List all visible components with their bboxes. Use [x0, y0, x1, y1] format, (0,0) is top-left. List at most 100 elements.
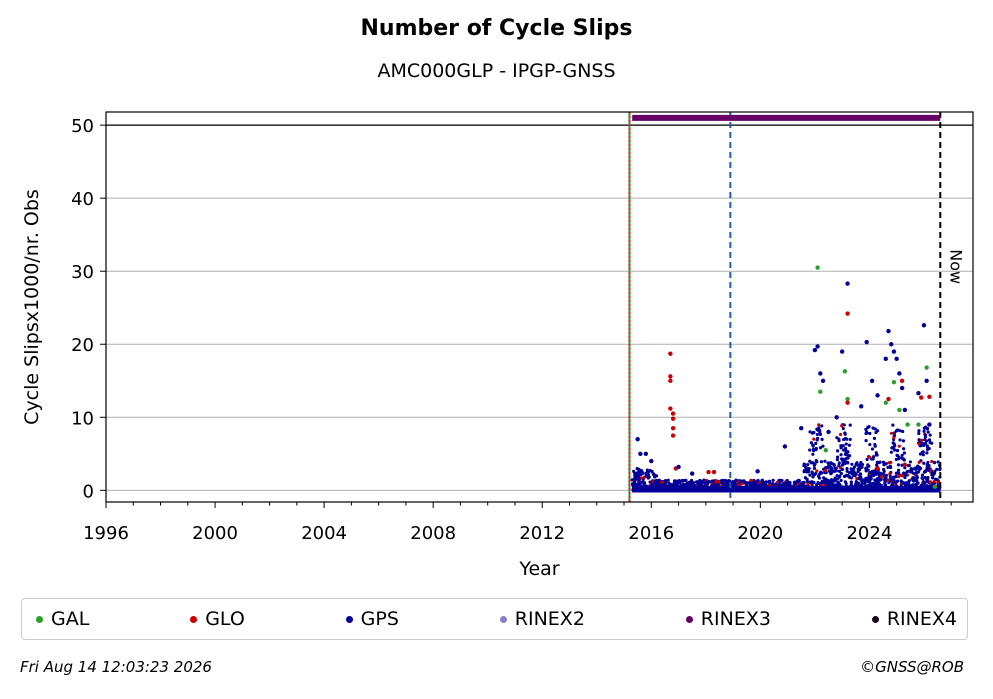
gps-daily-point: [834, 469, 838, 473]
x-axis-label: Year: [518, 558, 559, 580]
gps-point: [927, 422, 932, 427]
gps-daily-point: [839, 471, 843, 476]
gps-daily-point: [891, 478, 896, 482]
gal-point: [932, 484, 938, 489]
gps-point: [875, 393, 880, 398]
gps-daily-point: [707, 480, 712, 484]
gps-daily-point: [936, 460, 940, 464]
gps-daily-point: [656, 481, 661, 485]
gps-daily-point: [927, 438, 932, 442]
gps-daily-point: [806, 482, 810, 486]
gps-point: [820, 378, 826, 383]
gps-daily-point: [752, 478, 756, 483]
gps-daily-point: [923, 433, 928, 437]
gps-daily-point: [864, 427, 868, 432]
gps-daily-point: [814, 441, 818, 446]
gps-daily-point: [870, 472, 874, 476]
gps-daily-point: [809, 461, 813, 465]
gps-daily-point: [930, 459, 934, 464]
glo-point: [845, 400, 850, 405]
glo-point: [845, 311, 850, 316]
gps-point: [826, 429, 831, 435]
gps-daily-point: [864, 439, 868, 443]
gps-daily-point: [882, 467, 886, 472]
gps-daily-point: [924, 468, 928, 472]
gps-daily-point: [924, 439, 929, 443]
gps-daily-point: [820, 437, 824, 441]
gps-daily-point: [763, 480, 767, 485]
gps-daily-point: [871, 426, 875, 430]
gps-daily-point: [886, 465, 890, 469]
gps-daily-point: [849, 470, 853, 474]
gps-daily-point: [812, 437, 816, 441]
gps-daily-point: [920, 473, 925, 477]
gps-daily-point: [825, 466, 829, 470]
gps-daily-point: [921, 477, 925, 481]
gps-daily-point: [851, 467, 855, 472]
y-tick-label: 0: [83, 481, 94, 502]
gps-daily-point: [925, 427, 929, 431]
gps-daily-point: [835, 449, 840, 453]
gps-daily-point: [843, 446, 848, 451]
gps-daily-point: [904, 473, 908, 477]
gps-daily-point: [901, 439, 906, 443]
gps-daily-point: [835, 458, 839, 462]
gps-daily-point: [843, 480, 848, 484]
gps-daily-point: [847, 443, 852, 447]
gps-daily-point: [817, 476, 822, 480]
gps-daily-point: [846, 461, 850, 465]
gps-daily-point: [838, 432, 843, 437]
gps-daily-point: [821, 444, 825, 448]
gps-daily-point: [839, 453, 843, 457]
gps-daily-point: [841, 444, 845, 448]
gps-daily-point: [733, 482, 738, 486]
gps-daily-point: [843, 459, 847, 463]
gps-daily-point: [917, 431, 921, 436]
gps-point: [689, 471, 695, 476]
gps-daily-point: [900, 453, 904, 457]
gps-daily-point: [817, 472, 822, 476]
gps-daily-point: [837, 437, 841, 441]
legend-item-rinex2: RINEX2: [499, 608, 585, 630]
legend-marker: [190, 615, 198, 623]
gps-point: [839, 349, 845, 354]
gps-daily-point: [891, 441, 895, 445]
gps-point: [886, 328, 891, 334]
gps-daily-point: [810, 431, 815, 435]
gps-point: [921, 323, 927, 328]
gps-daily-point: [871, 481, 875, 485]
gps-point: [883, 356, 888, 362]
gps-daily-point: [842, 437, 846, 442]
gps-daily-point: [870, 469, 874, 474]
gps-point: [869, 378, 875, 383]
gps-daily-point: [822, 481, 826, 485]
glo-point: [886, 396, 891, 402]
glo-point: [927, 394, 932, 400]
gps-daily-point: [817, 423, 821, 427]
gps-point: [889, 342, 894, 347]
gps-daily-point: [876, 481, 881, 485]
y-tick-label: 40: [71, 189, 94, 210]
gps-daily-point: [838, 483, 842, 487]
gps-daily-point: [711, 480, 715, 484]
gps-daily-point: [850, 462, 854, 466]
gps-point: [891, 349, 897, 354]
gps-daily-point: [928, 433, 932, 437]
gps-daily-point: [810, 470, 814, 474]
gps-daily-point: [739, 479, 743, 483]
gps-daily-point: [844, 451, 848, 455]
gps-daily-point: [858, 475, 862, 480]
gps-daily-point: [894, 474, 898, 478]
legend: GAL GLO GPS RINEX2 RINEX3 RINEX4: [21, 598, 968, 640]
gps-daily-point: [741, 479, 745, 483]
gps-daily-point: [854, 472, 858, 476]
gps-point: [799, 426, 804, 431]
legend-marker: [685, 615, 693, 623]
gps-daily-point: [837, 461, 841, 465]
gps-daily-point: [806, 467, 810, 471]
gps-daily-point: [914, 482, 918, 487]
gps-point: [897, 371, 902, 376]
gps-daily-point: [839, 478, 843, 483]
gps-daily-point: [833, 466, 837, 470]
gps-daily-point: [864, 430, 869, 434]
